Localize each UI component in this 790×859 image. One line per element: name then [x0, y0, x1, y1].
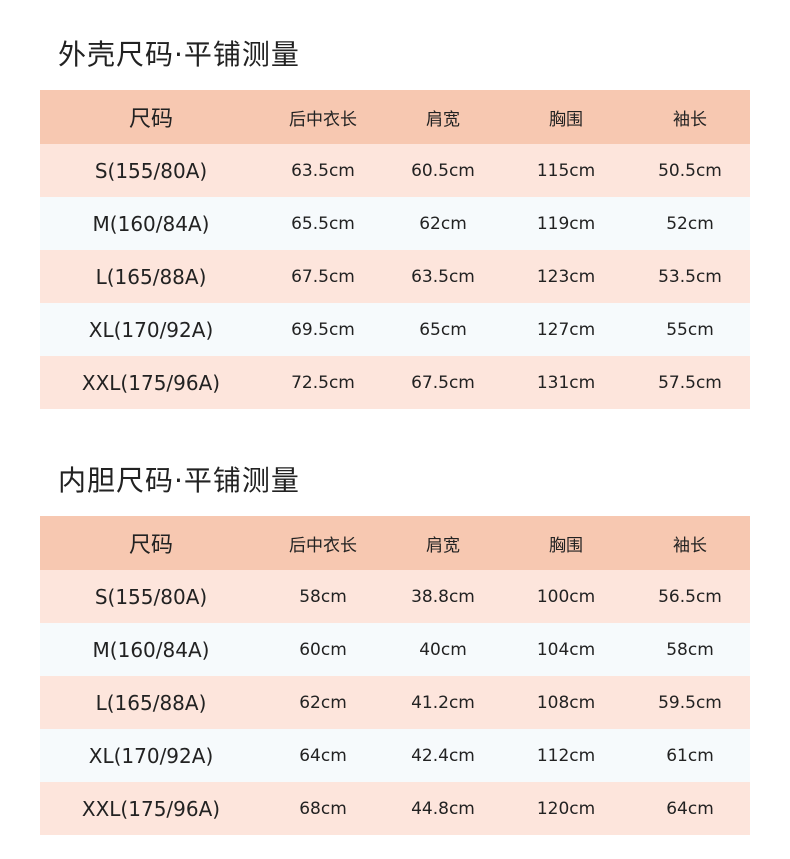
size-label-cell: XXL(175/96A) [81, 370, 221, 395]
measurement-cell: 115cm [536, 160, 596, 181]
size-label-cell: XXL(175/96A) [81, 796, 221, 821]
column-header: 后中衣长 [289, 109, 357, 130]
measurement-cell: 64cm [666, 798, 714, 819]
measurement-cell: 58cm [666, 639, 714, 660]
column-header: 尺码 [128, 533, 173, 558]
measurement-cell: 60.5cm [411, 160, 475, 181]
measurement-cell: 67.5cm [411, 372, 475, 393]
measurement-cell: 63.5cm [291, 160, 355, 181]
measurement-cell: 41.2cm [411, 692, 475, 713]
measurement-cell: 61cm [666, 745, 714, 766]
table-row: M(160/84A) 65.5cm 62cm 119cm 52cm [40, 197, 750, 250]
size-label-cell: S(155/80A) [94, 584, 208, 609]
column-header: 胸围 [549, 109, 583, 130]
table-row: S(155/80A) 63.5cm 60.5cm 115cm 50.5cm [40, 144, 750, 197]
table-row: M(160/84A) 60cm 40cm 104cm 58cm [40, 623, 750, 676]
size-label-cell: L(165/88A) [95, 690, 207, 715]
measurement-cell: 72.5cm [291, 372, 355, 393]
measurement-cell: 65cm [419, 319, 467, 340]
measurement-cell: 108cm [536, 692, 596, 713]
measurement-cell: 56.5cm [658, 586, 722, 607]
outer-size-title: 外壳尺码·平铺测量 [58, 38, 300, 71]
size-label-cell: M(160/84A) [92, 211, 210, 236]
table-row: S(155/80A) 58cm 38.8cm 100cm 56.5cm [40, 570, 750, 623]
column-header: 胸围 [549, 535, 583, 556]
measurement-cell: 100cm [536, 586, 596, 607]
measurement-cell: 104cm [536, 639, 596, 660]
measurement-cell: 63.5cm [411, 266, 475, 287]
size-label-cell: S(155/80A) [94, 158, 208, 183]
table-row: XXL(175/96A) 72.5cm 67.5cm 131cm 57.5cm [40, 356, 750, 409]
column-header: 袖长 [673, 109, 707, 130]
measurement-cell: 123cm [536, 266, 596, 287]
column-header: 后中衣长 [289, 535, 357, 556]
measurement-cell: 68cm [299, 798, 347, 819]
measurement-cell: 59.5cm [658, 692, 722, 713]
column-header: 肩宽 [426, 109, 460, 130]
measurement-cell: 42.4cm [411, 745, 475, 766]
measurement-cell: 57.5cm [658, 372, 722, 393]
measurement-cell: 64cm [299, 745, 347, 766]
measurement-cell: 67.5cm [291, 266, 355, 287]
measurement-cell: 119cm [536, 213, 596, 234]
measurement-cell: 62cm [299, 692, 347, 713]
size-label-cell: L(165/88A) [95, 264, 207, 289]
size-label-cell: XL(170/92A) [88, 743, 214, 768]
inner-size-title: 内胆尺码·平铺测量 [58, 464, 300, 497]
measurement-cell: 65.5cm [291, 213, 355, 234]
measurement-cell: 52cm [666, 213, 714, 234]
table-header-row: 尺码 后中衣长 肩宽 胸围 袖长 [40, 516, 750, 570]
measurement-cell: 120cm [536, 798, 596, 819]
measurement-cell: 62cm [419, 213, 467, 234]
measurement-cell: 60cm [299, 639, 347, 660]
column-header: 肩宽 [426, 535, 460, 556]
size-label-cell: M(160/84A) [92, 637, 210, 662]
table-row: L(165/88A) 62cm 41.2cm 108cm 59.5cm [40, 676, 750, 729]
table-row: L(165/88A) 67.5cm 63.5cm 123cm 53.5cm [40, 250, 750, 303]
measurement-cell: 44.8cm [411, 798, 475, 819]
column-header: 尺码 [128, 107, 173, 132]
table-row: XL(170/92A) 69.5cm 65cm 127cm 55cm [40, 303, 750, 356]
measurement-cell: 58cm [299, 586, 347, 607]
outer-size-table: 尺码 后中衣长 肩宽 胸围 袖长 S(155/80A) 63.5cm 60.5cm 115cm… [40, 90, 750, 409]
column-header: 袖长 [673, 535, 707, 556]
table-header-row: 尺码 后中衣长 肩宽 胸围 袖长 [40, 90, 750, 144]
size-label-cell: XL(170/92A) [88, 317, 214, 342]
measurement-cell: 55cm [666, 319, 714, 340]
measurement-cell: 127cm [536, 319, 596, 340]
measurement-cell: 69.5cm [291, 319, 355, 340]
measurement-cell: 53.5cm [658, 266, 722, 287]
table-row: XXL(175/96A) 68cm 44.8cm 120cm 64cm [40, 782, 750, 835]
table-row: XL(170/92A) 64cm 42.4cm 112cm 61cm [40, 729, 750, 782]
measurement-cell: 50.5cm [658, 160, 722, 181]
measurement-cell: 40cm [419, 639, 467, 660]
measurement-cell: 112cm [536, 745, 596, 766]
inner-size-table: 尺码 后中衣长 肩宽 胸围 袖长 S(155/80A) 58cm 38.8cm 100cm 56… [40, 516, 750, 835]
measurement-cell: 38.8cm [411, 586, 475, 607]
measurement-cell: 131cm [536, 372, 596, 393]
